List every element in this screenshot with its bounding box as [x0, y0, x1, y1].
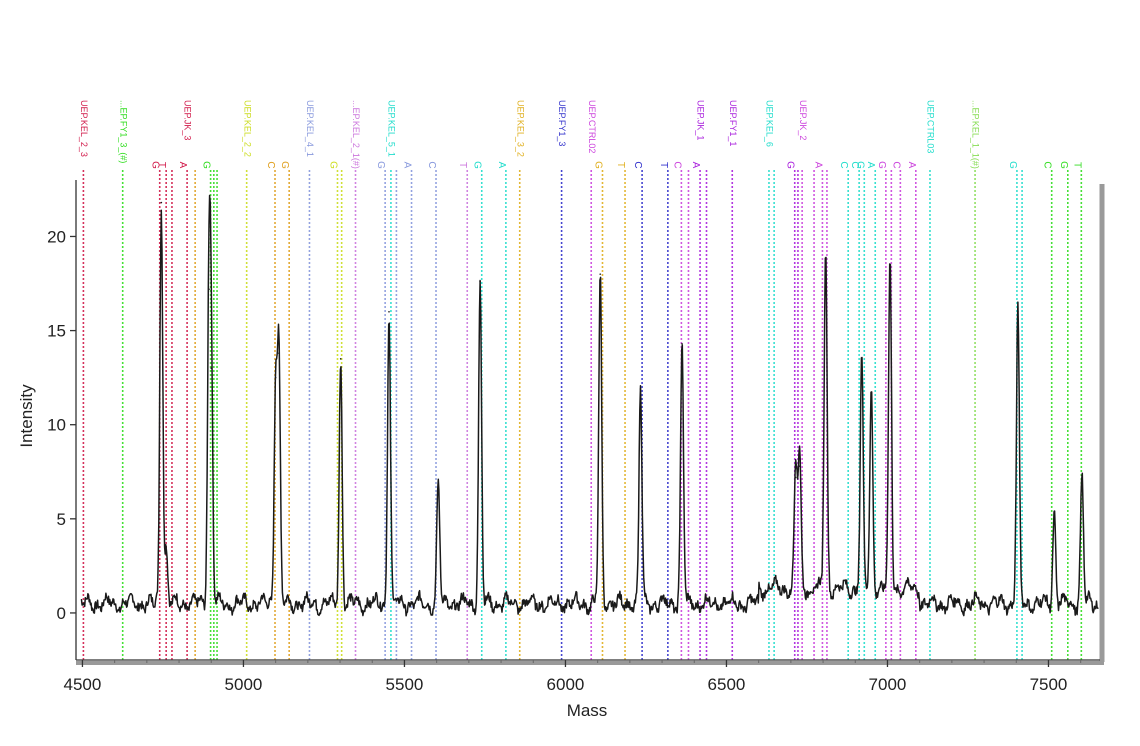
- marker-letter: T: [457, 162, 468, 168]
- peak-point: [479, 280, 481, 283]
- peak-point: [274, 376, 277, 379]
- x-tick-label: 4500: [64, 675, 102, 694]
- peak-point: [388, 310, 390, 313]
- peak-point: [681, 342, 683, 345]
- peak-point: [278, 352, 280, 354]
- marker-letter: C: [426, 161, 437, 168]
- marker-letter: C: [632, 161, 643, 168]
- marker-lines: UEP.KEL_2_3 ...EP.FY1_3_(#)GT AUEP.JK_3GUE…: [79, 100, 1082, 660]
- marker-letter: C: [838, 161, 849, 168]
- y-tick-label: 5: [57, 510, 66, 529]
- marker-label: UEP.KEL_5_1: [387, 100, 397, 157]
- axes: 0 5 10 15 20 4500 5000 5500 6000 6500 7000 7500: [47, 180, 1100, 694]
- peak-point: [437, 482, 440, 484]
- marker-letter: G: [472, 161, 483, 169]
- plot-frame: [76, 184, 1105, 665]
- marker-label: UEP.KEL_4_1: [305, 100, 315, 157]
- peak-point: [860, 373, 863, 375]
- peak-point: [165, 546, 167, 548]
- x-tick-label: 7000: [869, 675, 907, 694]
- peak-point: [160, 201, 163, 204]
- spectrum-trace: [80, 194, 1099, 617]
- marker-label: UEP.CTRL03: [926, 100, 936, 153]
- marker-label: ...EP.KEL_1_1(#): [971, 100, 981, 169]
- marker-label: UEP.KEL_6: [765, 100, 775, 147]
- marker-letter: G: [876, 161, 887, 169]
- spectrum-trace-group: [80, 194, 1099, 617]
- marker-letter: G: [1007, 161, 1018, 169]
- marker-label: ...EP.FY1_3_(#): [118, 100, 128, 163]
- peak-point: [1017, 310, 1019, 313]
- marker-label: UEP.FY1_3: [557, 100, 567, 146]
- x-tick-label: 7500: [1030, 675, 1068, 694]
- peak-point: [870, 401, 873, 403]
- marker-letter: A: [690, 162, 701, 169]
- marker-letter: A: [177, 162, 188, 169]
- marker-label: UEP.JK_1: [696, 100, 706, 140]
- peak-point: [1081, 474, 1083, 477]
- marker-letter: G: [201, 161, 212, 169]
- marker-label: UEP.JK_3: [183, 100, 193, 140]
- marker-letter: A: [812, 162, 823, 169]
- peak-point: [794, 476, 797, 479]
- peak-point: [1053, 510, 1056, 513]
- marker-letter: G: [1058, 161, 1069, 169]
- marker-letter: G: [150, 161, 161, 169]
- x-tick-label: 6000: [547, 675, 585, 694]
- y-tick-label: 10: [47, 416, 66, 435]
- peak-point: [208, 288, 210, 290]
- marker-letter: T: [156, 162, 167, 168]
- y-tick-label: 0: [57, 604, 66, 623]
- peak-point: [798, 465, 801, 467]
- marker-letter: G: [854, 161, 865, 169]
- marker-letter: C: [849, 161, 860, 168]
- marker-letter: T: [658, 162, 669, 168]
- y-axis-label: Intensity: [17, 384, 36, 448]
- peak-point: [210, 367, 213, 370]
- x-tick-label: 5500: [386, 675, 424, 694]
- marker-letter: C: [890, 161, 901, 168]
- marker-label: ...EP.KEL_2_1(#): [351, 100, 361, 169]
- marker-label: UEP.CTRL02: [587, 100, 597, 153]
- marker-letter: T: [1071, 162, 1082, 168]
- marker-label: UEP.KEL_2_2: [242, 100, 252, 157]
- marker-letter: A: [496, 162, 507, 169]
- marker-letter: A: [865, 162, 876, 169]
- peak-point: [639, 388, 642, 390]
- x-tick-label: 6500: [708, 675, 746, 694]
- x-axis-label: Mass: [567, 701, 608, 720]
- y-tick-label: 20: [47, 227, 66, 246]
- peak-point: [889, 275, 891, 277]
- peak-point: [824, 260, 827, 262]
- marker-letter: G: [785, 161, 796, 169]
- marker-label: UEP.KEL_3_2: [515, 100, 525, 157]
- marker-letter: G: [327, 161, 338, 169]
- marker-letter: C: [671, 161, 682, 168]
- marker-letter: A: [402, 162, 413, 169]
- peak-point: [599, 273, 602, 275]
- marker-label: UEP.JK_2: [798, 100, 808, 140]
- marker-label: UEP.FY1_1: [728, 100, 738, 146]
- marker-letter: C: [265, 161, 276, 168]
- x-tick-label: 5000: [225, 675, 263, 694]
- marker-letter: G: [592, 161, 603, 169]
- peak-point: [339, 358, 342, 360]
- marker-letter: C: [1042, 161, 1053, 168]
- marker-letter: T: [615, 162, 626, 168]
- marker-letter: G: [375, 161, 386, 169]
- y-tick-label: 15: [47, 322, 66, 341]
- marker-letter: G: [279, 161, 290, 169]
- marker-letter: A: [906, 162, 917, 169]
- marker-label: UEP.KEL_2_3: [79, 100, 89, 157]
